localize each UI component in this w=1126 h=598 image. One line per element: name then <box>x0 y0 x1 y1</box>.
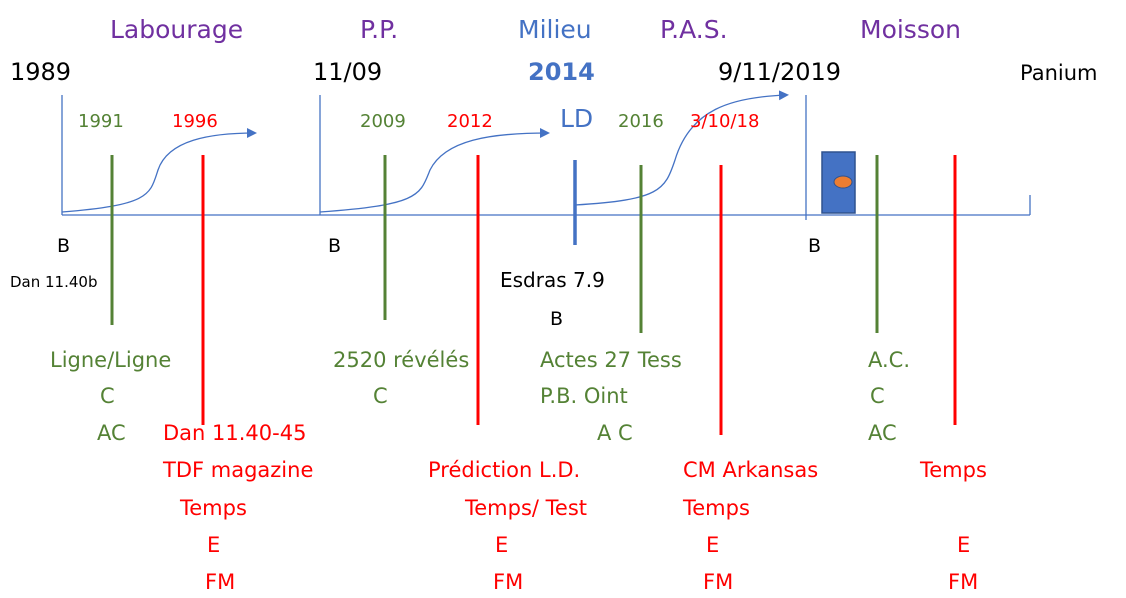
dot <box>833 175 853 189</box>
arrow <box>319 128 550 213</box>
year: 3/10/18 <box>690 111 759 132</box>
red-text: E <box>706 533 719 557</box>
year: 1991 <box>78 111 124 132</box>
heading: P.A.S. <box>660 15 728 44</box>
date: 11/09 <box>313 58 382 86</box>
red-text: TDF magazine <box>162 458 313 482</box>
red-text: Prédiction L.D. <box>428 458 580 482</box>
green-text: A.C. <box>868 348 910 372</box>
green-text: AC <box>868 421 897 445</box>
green-text: C <box>870 384 885 408</box>
dates: 1989 11/09 2014 9/11/2019 Panium <box>10 58 1098 86</box>
column-texts: Ligne/Ligne C AC Dan 11.40-45 TDF magazi… <box>50 348 987 594</box>
red-text: FM <box>493 570 523 594</box>
date: Panium <box>1020 61 1098 85</box>
red-text: Temps <box>919 458 987 482</box>
date: 9/11/2019 <box>718 58 841 86</box>
green-text: A C <box>597 421 633 445</box>
date: 1989 <box>10 58 71 86</box>
marker: B <box>808 235 821 257</box>
note: Esdras 7.9 <box>500 268 605 292</box>
year: 1996 <box>172 111 218 132</box>
year: 2016 <box>618 111 664 132</box>
green-text: C <box>373 384 388 408</box>
year: LD <box>560 104 593 133</box>
green-text: Actes 27 Tess <box>540 348 682 372</box>
green-text: P.B. Oint <box>540 384 628 408</box>
red-text: E <box>495 533 508 557</box>
red-text: FM <box>703 570 733 594</box>
heading: P.P. <box>360 15 398 44</box>
arrow <box>574 90 789 206</box>
green-text: AC <box>97 421 126 445</box>
red-text: FM <box>205 570 235 594</box>
marker: B <box>550 308 563 330</box>
red-text: Dan 11.40-45 <box>163 421 306 445</box>
arrow <box>61 128 257 213</box>
red-text: FM <box>948 570 978 594</box>
marker: B <box>328 235 341 257</box>
green-text: C <box>100 384 115 408</box>
red-text: Temps <box>682 496 750 520</box>
red-text: Temps/ Test <box>464 496 587 520</box>
heading: Moisson <box>860 15 961 44</box>
red-text: E <box>207 533 220 557</box>
marker: B <box>57 235 70 257</box>
heading: Milieu <box>518 15 592 44</box>
date: 2014 <box>528 58 595 86</box>
note: Dan 11.40b <box>10 273 97 291</box>
green-text: Ligne/Ligne <box>50 348 171 372</box>
red-text: E <box>957 533 970 557</box>
years: 1991 1996 2009 2012 LD 2016 3/10/18 <box>78 104 759 133</box>
red-text: Temps <box>179 496 247 520</box>
green-text: 2520 révélés <box>333 348 469 372</box>
heading: Labourage <box>110 15 243 44</box>
headings: Labourage P.P. Milieu P.A.S. Moisson <box>110 15 961 44</box>
year: 2012 <box>447 111 493 132</box>
red-text: CM Arkansas <box>683 458 818 482</box>
period-lines <box>110 151 957 435</box>
year: 2009 <box>360 111 406 132</box>
markers: B B B B Dan 11.40b Esdras 7.9 <box>10 235 821 330</box>
